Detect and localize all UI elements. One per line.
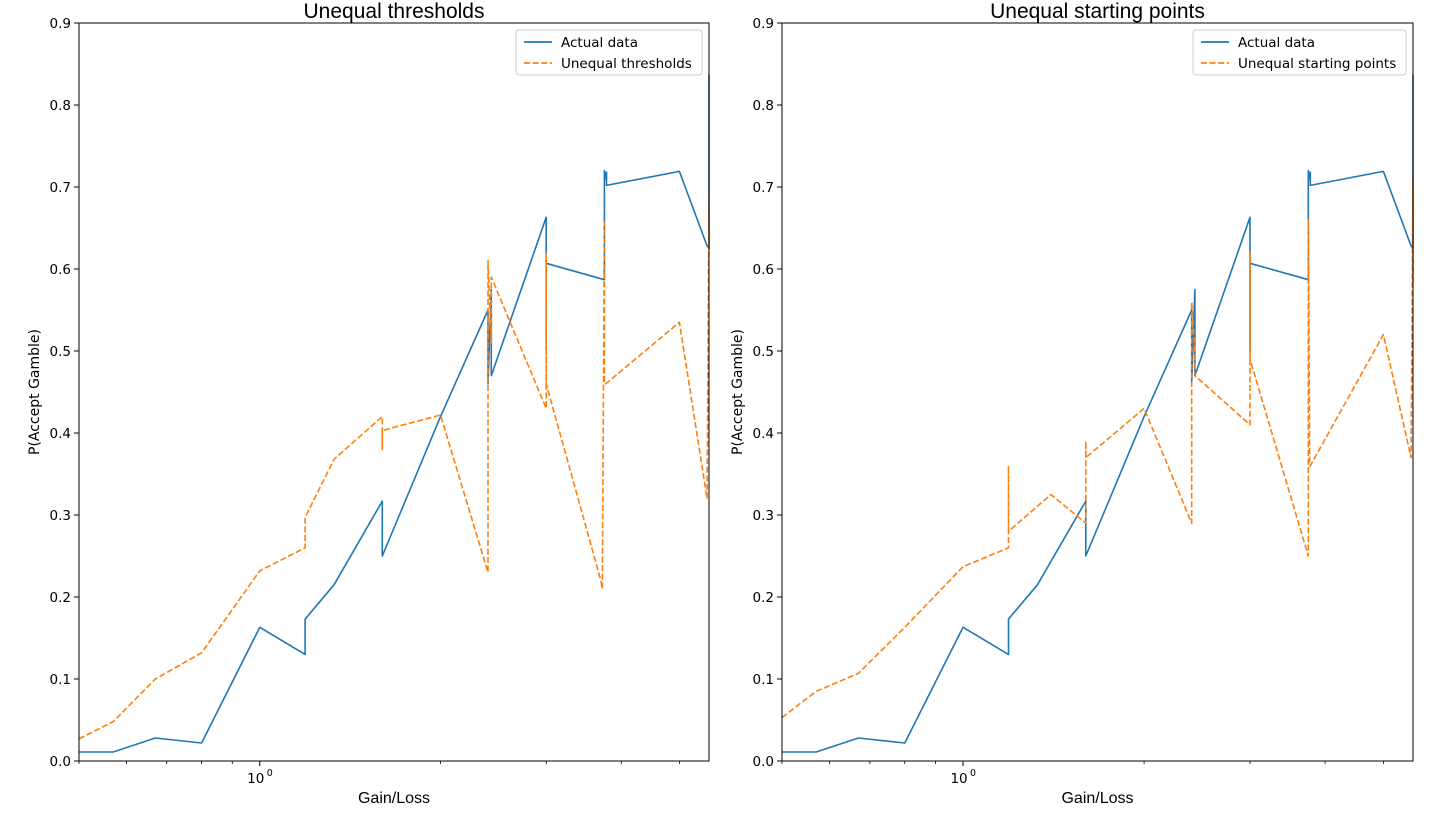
y-tick-label: 0.3 <box>50 508 71 524</box>
y-tick-label: 0.5 <box>50 344 71 360</box>
chart-title: Unequal thresholds <box>304 0 485 23</box>
x-tick-label: 10 <box>247 771 264 787</box>
legend: Actual data Unequal thresholds <box>515 29 703 76</box>
x-tick-label-exponent: 0 <box>970 768 976 779</box>
legend-box <box>1192 29 1407 76</box>
y-tick-label: 0.1 <box>50 672 71 688</box>
legend-label: Unequal starting points <box>1238 56 1396 72</box>
y-tick-label: 0.9 <box>50 16 71 32</box>
y-tick-label: 0.5 <box>753 344 774 360</box>
legend: Actual data Unequal starting points <box>1192 29 1407 76</box>
x-axis-label: Gain/Loss <box>358 790 430 807</box>
y-tick-label: 0.9 <box>753 16 774 32</box>
legend-label: Unequal thresholds <box>561 56 692 72</box>
x-tick-label: 10 <box>950 771 967 787</box>
plot-frame <box>78 22 710 762</box>
legend-box <box>515 29 703 76</box>
y-tick-label: 0.4 <box>753 426 774 442</box>
y-tick-label: 0.3 <box>753 508 774 524</box>
legend-label: Actual data <box>1238 35 1315 51</box>
y-tick-label: 0.4 <box>50 426 71 442</box>
series-line-actual-data <box>782 74 1414 753</box>
y-tick-label: 0.6 <box>50 262 71 278</box>
y-tick-label: 0.0 <box>753 754 774 770</box>
y-axis-label: P(Accept Gamble) <box>27 329 43 455</box>
y-tick-label: 0.7 <box>50 180 71 196</box>
y-tick-label: 0.2 <box>50 590 71 606</box>
chart-panel-unequal-starting-points: 0.0 0.1 0.2 0.3 0.4 0.5 0.6 0.7 0.8 0.9 10 0 Unequal… <box>730 0 1414 807</box>
y-tick-label: 0.6 <box>753 262 774 278</box>
legend-label: Actual data <box>561 35 638 51</box>
series-line-actual-data <box>79 74 710 753</box>
series-line-model <box>781 178 1414 719</box>
y-tick-label: 0.0 <box>50 754 71 770</box>
chart-title: Unequal starting points <box>990 0 1205 23</box>
x-tick-label-exponent: 0 <box>267 768 273 779</box>
y-tick-label: 0.8 <box>753 98 774 114</box>
y-tick-label: 0.7 <box>753 180 774 196</box>
y-tick-label: 0.2 <box>753 590 774 606</box>
x-axis-label: Gain/Loss <box>1061 790 1133 807</box>
plot-frame <box>781 22 1414 762</box>
chart-panel-unequal-thresholds: 0.0 0.1 0.2 0.3 0.4 0.5 0.6 0.7 0.8 0.9 10 0 Unequal… <box>27 0 710 807</box>
y-axis-label: P(Accept Gamble) <box>730 329 746 455</box>
y-tick-label: 0.8 <box>50 98 71 114</box>
y-tick-label: 0.1 <box>753 672 774 688</box>
series-line-model <box>78 202 710 740</box>
